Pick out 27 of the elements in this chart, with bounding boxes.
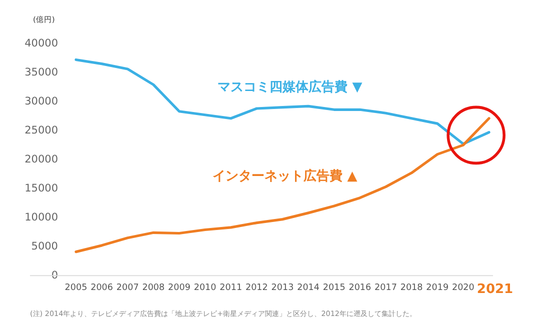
x-tick-label: 2014 [297, 283, 320, 293]
x-tick-label: 2008 [142, 283, 165, 293]
x-tick-label: 2018 [400, 283, 423, 293]
y-tick-label: 15000 [24, 182, 58, 195]
x-tick-label: 2012 [245, 283, 268, 293]
x-tick-label: 2013 [271, 283, 294, 293]
x-tick-label: 2017 [374, 283, 397, 293]
x-tick-label: 2021 [476, 282, 514, 297]
y-tick-label: 25000 [24, 124, 58, 137]
x-tick-label: 2015 [322, 283, 346, 293]
x-tick-label: 2009 [168, 283, 190, 293]
y-tick-label: 10000 [24, 212, 58, 224]
x-tick-label: 2016 [348, 283, 372, 293]
x-tick-label: 2019 [426, 283, 449, 293]
x-tick-label: 2007 [116, 283, 139, 293]
x-tick-label: 2020 [452, 283, 475, 293]
y-tick-label: 40000 [24, 38, 58, 50]
x-tick-label: 2005 [64, 283, 88, 293]
series-label: マスコミ四媒体広告費 ▼ [218, 79, 362, 95]
y-tick-label: 35000 [24, 66, 58, 79]
y-tick-label: 20000 [24, 154, 58, 166]
y-tick-label: 30000 [24, 96, 58, 108]
x-tick-label: 2011 [220, 283, 242, 293]
x-tick-label: 2010 [194, 283, 217, 293]
y-tick-label: 5000 [31, 240, 58, 253]
series-label: インターネット広告費 ▲ [212, 168, 358, 184]
x-tick-label: 2006 [90, 283, 114, 293]
